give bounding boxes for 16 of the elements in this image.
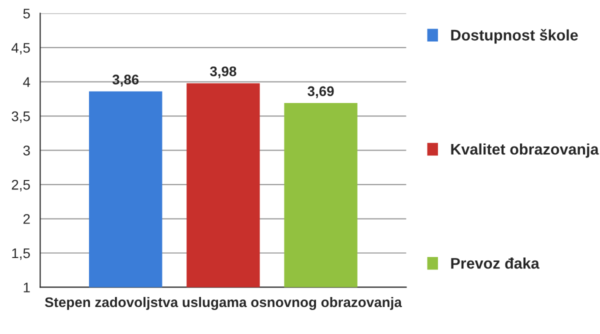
- legend-label: Prevoz đaka: [451, 258, 540, 269]
- y-tick-label: 5: [23, 8, 30, 19]
- y-tick-label: 1: [24, 282, 30, 292]
- y-tick-label: 4: [23, 77, 30, 87]
- y-tick-label: 4,5: [11, 43, 30, 54]
- legend-label: Kvalitet obrazovanja: [451, 143, 599, 158]
- y-tick-label: 3: [23, 146, 30, 156]
- data-label: 3,98: [210, 66, 236, 78]
- legend-label: Dostupnost škole: [451, 29, 578, 44]
- y-tick-label: 1,5: [12, 248, 30, 260]
- y-tick-label: 3,5: [12, 111, 30, 123]
- y-tick-label: 2: [23, 214, 30, 224]
- y-tick-label: 2,5: [12, 180, 30, 192]
- x-tick-label: Stepen zadovoljstva uslugama osnovnog obrazovanja: [44, 296, 402, 310]
- data-label: 3,86: [112, 74, 139, 87]
- data-label: 3,69: [308, 86, 334, 98]
